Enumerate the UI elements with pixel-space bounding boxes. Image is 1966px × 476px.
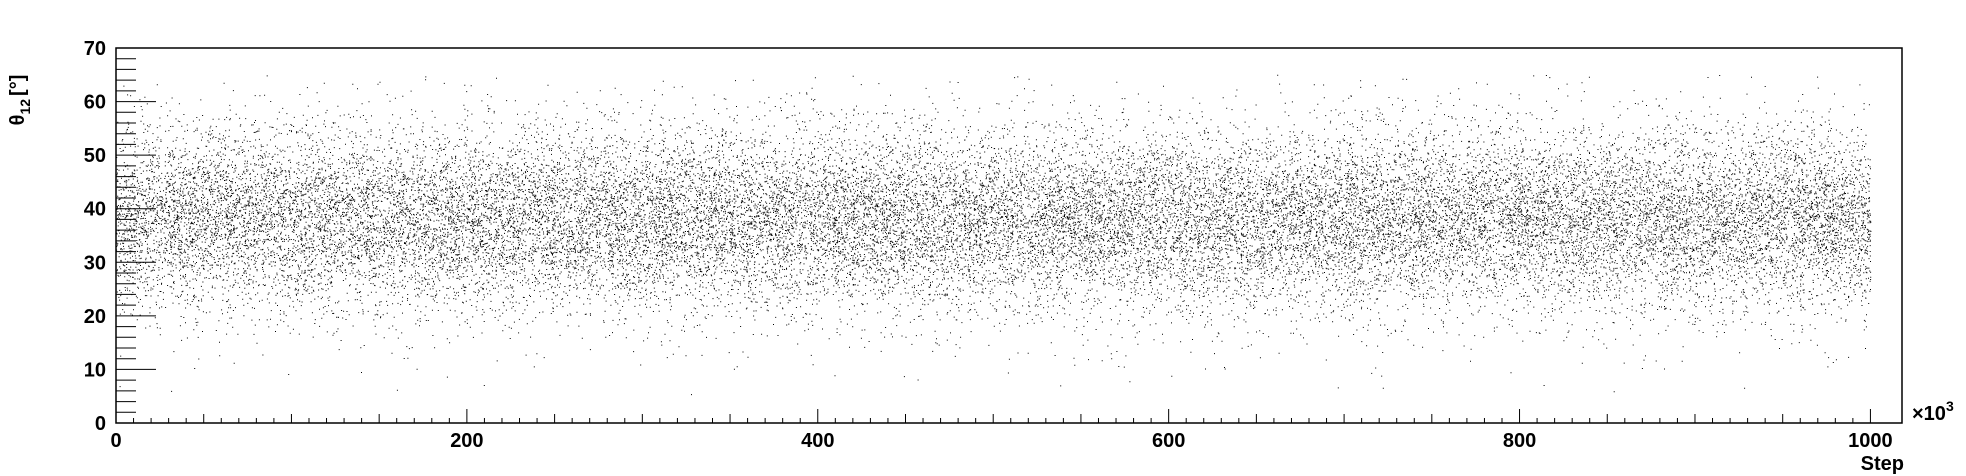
x-tick-label: 400 <box>801 430 834 452</box>
y-axis: 0 10 20 30 40 50 60 70 <box>84 38 156 435</box>
x-axis-multiplier-base: ×10 <box>1912 403 1946 425</box>
sample-points <box>116 74 1872 396</box>
y-tick-label: 10 <box>84 359 106 381</box>
y-axis-label-subscript: 12 <box>17 99 33 115</box>
x-tick-label: 600 <box>1152 430 1185 452</box>
y-tick-label: 50 <box>84 145 106 167</box>
y-axis-label-symbol: θ <box>7 115 29 126</box>
x-axis: 0 200 400 600 800 1000 <box>110 409 1893 452</box>
y-tick-label: 70 <box>84 38 106 60</box>
y-axis-label-unit: [°] <box>7 75 29 96</box>
scatter-points <box>116 74 1872 396</box>
x-tick-label: 1000 <box>1848 430 1893 452</box>
x-axis-multiplier: ×103 <box>1912 398 1954 425</box>
x-axis-label: Step <box>1861 453 1904 475</box>
x-tick-label: 800 <box>1503 430 1536 452</box>
x-tick-label: 0 <box>110 430 121 452</box>
y-tick-label: 40 <box>84 199 106 221</box>
y-tick-label: 20 <box>84 306 106 328</box>
plot-frame <box>115 47 1903 424</box>
x-axis-multiplier-exponent: 3 <box>1946 398 1954 414</box>
y-tick-label: 60 <box>84 92 106 114</box>
y-tick-label: 30 <box>84 252 106 274</box>
x-tick-label: 200 <box>450 430 483 452</box>
y-tick-label: 0 <box>95 413 106 435</box>
y-axis-label: θ12 [°] <box>7 75 33 126</box>
